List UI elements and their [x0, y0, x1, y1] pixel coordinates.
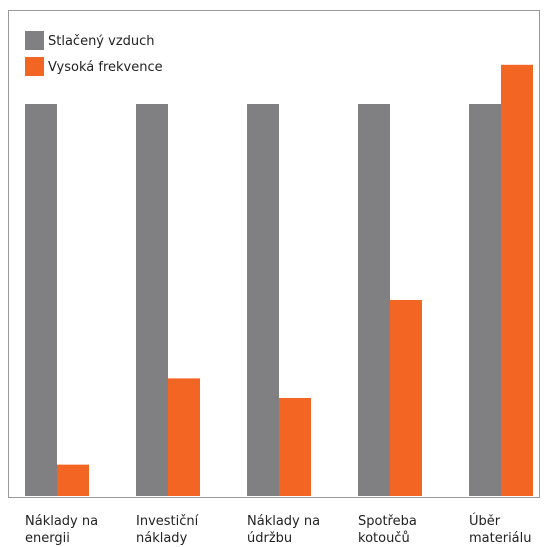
- bars-layer: [25, 64, 533, 497]
- category-label-1: Náklady na energii: [25, 514, 98, 546]
- category-labels: Náklady na energii Investiční náklady Náklad…: [25, 513, 532, 546]
- bar-series2-cat3: [279, 398, 311, 496]
- legend-label-series1: Stlačený vzduch: [48, 34, 155, 49]
- category-label-5: Úběr materiálu: [469, 513, 532, 546]
- bar-series2-cat5: [501, 64, 533, 497]
- bar-series1-cat5: [469, 104, 501, 496]
- bar-series1-cat4: [358, 104, 390, 496]
- bar-series2-cat4: [390, 300, 422, 496]
- legend: Stlačený vzduch Vysoká frekvence: [25, 31, 163, 76]
- legend-swatch-series1: [25, 31, 44, 50]
- bar-series2-cat1: [57, 464, 89, 496]
- category-label-3: Náklady na údržbu: [247, 514, 320, 546]
- bar-series1-cat2: [136, 104, 168, 496]
- bar-series1-cat3: [247, 104, 279, 496]
- legend-swatch-series2: [25, 57, 44, 76]
- bar-series1-cat1: [25, 104, 57, 496]
- bar-series2-cat2: [168, 378, 200, 496]
- category-label-2: Investiční náklady: [136, 514, 199, 546]
- legend-label-series2: Vysoká frekvence: [48, 60, 163, 75]
- category-label-4: Spotřeba kotoučů: [358, 514, 417, 546]
